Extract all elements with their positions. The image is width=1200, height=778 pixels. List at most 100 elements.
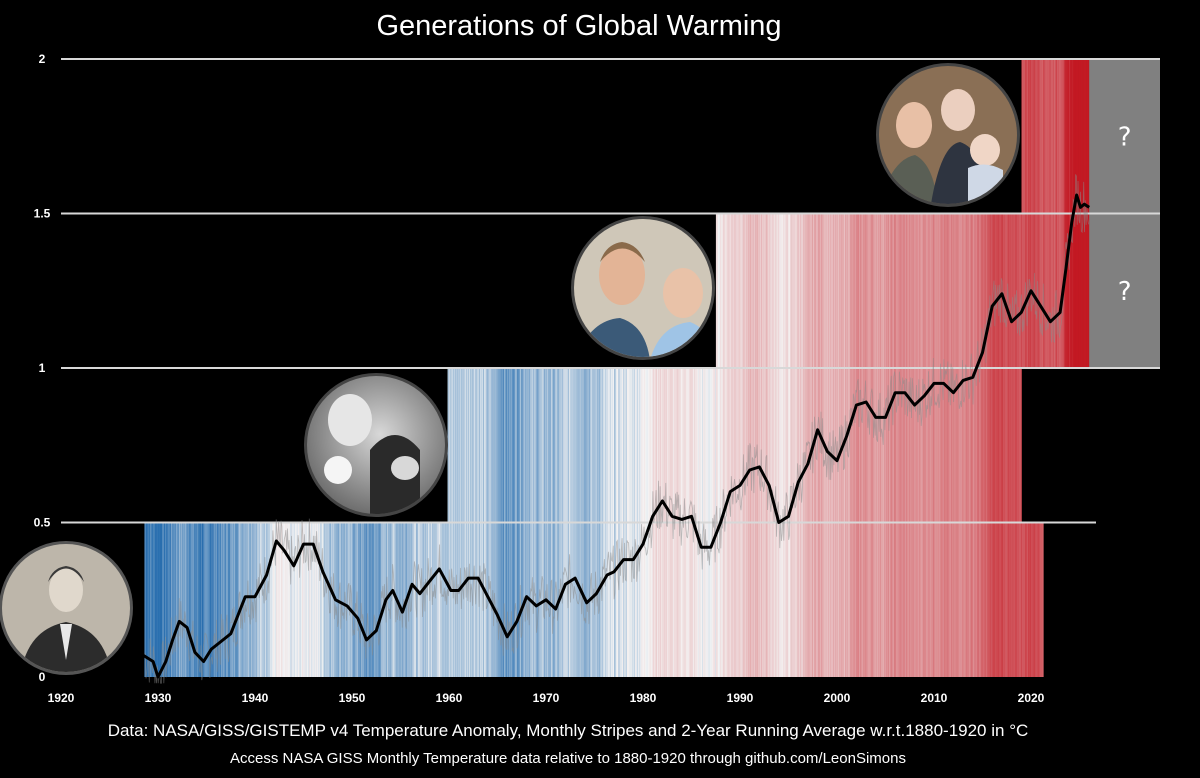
- stripe-band3: [858, 213, 861, 368]
- stripe-band1: [651, 522, 653, 677]
- stripe-band1: [379, 522, 381, 677]
- stripe-band1: [146, 522, 148, 677]
- stripe-band2: [503, 368, 505, 523]
- stripe-band1: [150, 522, 152, 677]
- stripe-band3: [896, 213, 899, 368]
- stripe-band1: [357, 522, 359, 677]
- stripe-band3: [756, 213, 758, 368]
- stripe-band1: [285, 522, 287, 677]
- stripe-band3: [771, 213, 773, 368]
- stripe-band1: [479, 522, 482, 677]
- stripe-band1: [847, 522, 849, 677]
- stripe-band3: [788, 213, 790, 368]
- stripe-band2: [834, 368, 836, 523]
- stripe-band3: [1014, 213, 1017, 368]
- stripe-band3: [766, 213, 768, 368]
- stripe-band3: [934, 213, 936, 368]
- stripe-band3: [787, 213, 789, 368]
- stripe-band2: [468, 368, 470, 523]
- stripe-band1: [731, 522, 733, 677]
- stripe-band3: [927, 213, 929, 368]
- stripe-band1: [895, 522, 897, 677]
- stripe-band3: [837, 213, 839, 368]
- stripe-band1: [976, 522, 978, 677]
- stripe-band2: [786, 368, 788, 523]
- stripe-band2: [799, 368, 801, 523]
- stripe-band3: [981, 213, 984, 368]
- stripe-band1: [662, 522, 664, 677]
- stripe-band3: [993, 213, 995, 368]
- stripe-band3: [980, 213, 982, 368]
- stripe-band3: [1069, 213, 1071, 368]
- stripe-band3: [814, 213, 816, 368]
- stripe-band1: [1002, 522, 1005, 677]
- stripe-band3: [829, 213, 831, 368]
- stripe-band1: [149, 522, 151, 677]
- stripe-band1: [147, 522, 149, 677]
- stripe-band3: [739, 213, 741, 368]
- stripe-band3: [968, 213, 970, 368]
- stripe-band2: [771, 368, 773, 523]
- stripe-band1: [891, 522, 893, 677]
- stripe-band3: [723, 213, 726, 368]
- stripe-band1: [306, 522, 309, 677]
- stripe-band1: [251, 522, 254, 677]
- stripe-band1: [323, 522, 325, 677]
- stripe-band1: [540, 522, 542, 677]
- stripe-band3: [842, 213, 844, 368]
- stripe-band3: [910, 213, 912, 368]
- stripe-band3: [979, 213, 981, 368]
- stripe-band2: [725, 368, 727, 523]
- stripe-band4: [1032, 59, 1034, 214]
- stripe-band3: [1036, 213, 1038, 368]
- stripe-band1: [798, 522, 800, 677]
- stripe-band1: [999, 522, 1001, 677]
- stripe-band2: [587, 368, 589, 523]
- stripe-band2: [700, 368, 702, 523]
- stripe-band2: [662, 368, 664, 523]
- stripe-band3: [1086, 213, 1088, 368]
- monthly-anomaly-line: [144, 174, 1089, 684]
- stripe-band3: [1023, 213, 1026, 368]
- stripe-band2: [626, 368, 628, 523]
- stripe-band1: [501, 522, 503, 677]
- stripe-band1: [920, 522, 922, 677]
- stripe-band2: [946, 368, 948, 523]
- stripe-band1: [808, 522, 811, 677]
- stripe-band1: [447, 522, 449, 677]
- stripe-band1: [626, 522, 629, 677]
- stripe-band3: [873, 213, 875, 368]
- stripe-band1: [205, 522, 208, 677]
- stripe-band2: [674, 368, 676, 523]
- stripe-band2: [669, 368, 671, 523]
- stripe-band1: [449, 522, 451, 677]
- stripe-band1: [171, 522, 173, 677]
- stripe-band4: [1064, 59, 1066, 214]
- stripe-band3: [747, 213, 749, 368]
- stripe-band1: [319, 522, 321, 677]
- stripe-band3: [741, 213, 743, 368]
- stripe-band3: [862, 213, 864, 368]
- stripe-band3: [939, 213, 941, 368]
- stripe-band2: [527, 368, 529, 523]
- stripe-band3: [913, 213, 916, 368]
- stripe-band2: [673, 368, 675, 523]
- stripe-band2: [596, 368, 598, 523]
- stripe-band1: [235, 522, 237, 677]
- stripe-band2: [964, 368, 966, 523]
- stripe-band1: [935, 522, 937, 677]
- stripe-band2: [745, 368, 747, 523]
- stripe-band1: [611, 522, 613, 677]
- stripe-band2: [923, 368, 925, 523]
- stripe-band1: [445, 522, 447, 677]
- stripe-band1: [308, 522, 310, 677]
- stripe-band1: [681, 522, 684, 677]
- stripe-band4: [1079, 59, 1081, 214]
- stripe-band1: [249, 522, 251, 677]
- stripe-band3: [935, 213, 937, 368]
- stripe-band2: [622, 368, 624, 523]
- x-tick-label: 1970: [533, 691, 560, 705]
- stripe-band2: [797, 368, 799, 523]
- stripe-band2: [803, 368, 805, 523]
- stripe-band1: [702, 522, 704, 677]
